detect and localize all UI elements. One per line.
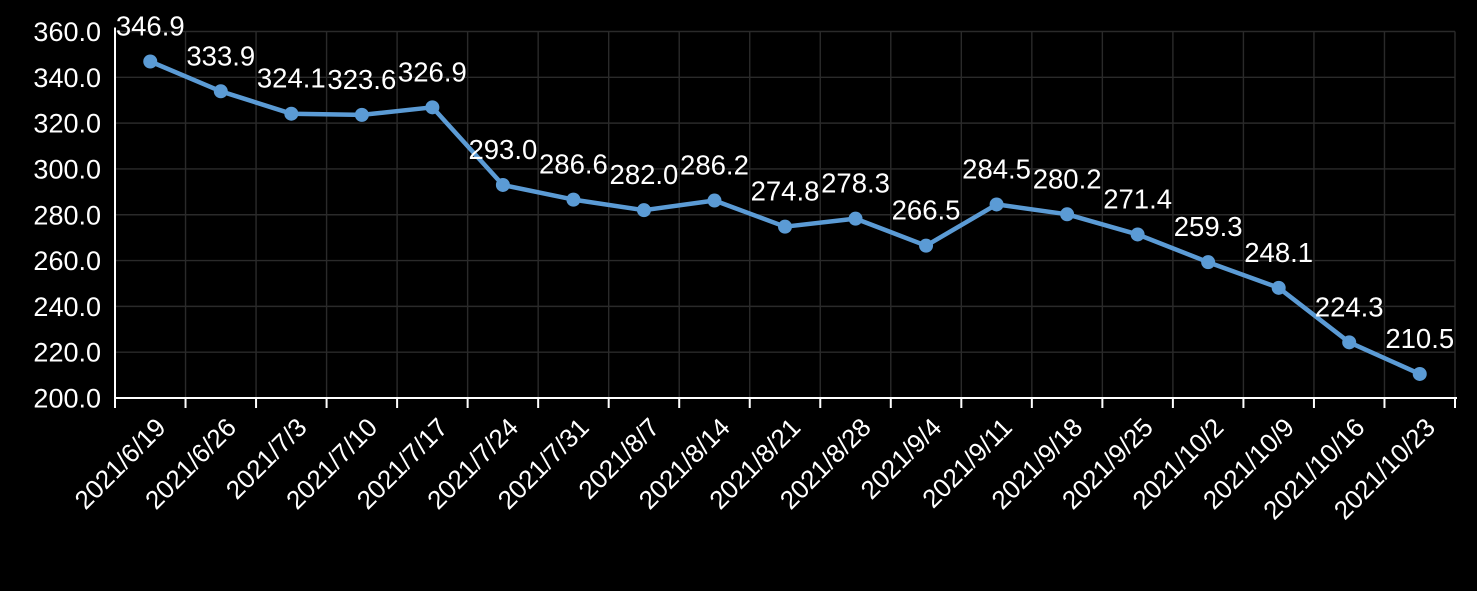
data-point	[778, 219, 792, 234]
y-tick-label: 340.0	[33, 63, 101, 93]
data-point	[495, 177, 510, 192]
y-tick-label: 240.0	[33, 292, 101, 322]
data-point	[707, 193, 722, 208]
data-label: 274.8	[751, 176, 820, 207]
data-point	[989, 197, 1004, 212]
data-point	[143, 54, 158, 69]
data-label: 284.5	[962, 153, 1031, 184]
data-point	[919, 238, 934, 253]
data-label: 333.9	[186, 40, 255, 71]
data-label: 323.6	[327, 64, 396, 95]
data-point	[354, 107, 369, 122]
data-label: 280.2	[1033, 163, 1102, 194]
data-point	[1060, 207, 1075, 222]
data-label: 293.0	[468, 134, 537, 165]
data-point	[425, 100, 440, 115]
data-label: 346.9	[116, 11, 185, 42]
data-point	[566, 192, 581, 207]
y-tick-label: 200.0	[33, 384, 101, 414]
data-label: 286.2	[680, 150, 749, 181]
y-tick-label: 280.0	[33, 200, 101, 230]
data-label: 282.0	[610, 159, 679, 190]
data-label: 271.4	[1103, 183, 1172, 214]
y-tick-label: 300.0	[33, 154, 101, 184]
y-tick-label: 260.0	[33, 246, 101, 276]
data-label: 266.5	[892, 195, 961, 226]
data-point	[636, 203, 651, 218]
y-tick-label: 320.0	[33, 109, 101, 139]
y-tick-label: 360.0	[33, 17, 101, 47]
data-label: 224.3	[1315, 291, 1384, 322]
data-label: 326.9	[398, 56, 467, 87]
data-label: 259.3	[1174, 211, 1243, 242]
data-label: 286.6	[539, 149, 608, 180]
y-tick-label: 220.0	[33, 338, 101, 368]
data-point	[1271, 280, 1286, 295]
data-label: 278.3	[821, 168, 890, 199]
data-label: 210.5	[1385, 323, 1454, 354]
data-point	[1201, 255, 1216, 270]
data-label: 248.1	[1244, 237, 1313, 268]
data-label: 324.1	[257, 63, 326, 94]
data-point	[1130, 227, 1145, 242]
data-point	[284, 106, 299, 121]
data-point	[1342, 335, 1357, 350]
data-point	[1412, 366, 1427, 381]
data-point	[213, 84, 228, 99]
data-point	[848, 211, 863, 226]
